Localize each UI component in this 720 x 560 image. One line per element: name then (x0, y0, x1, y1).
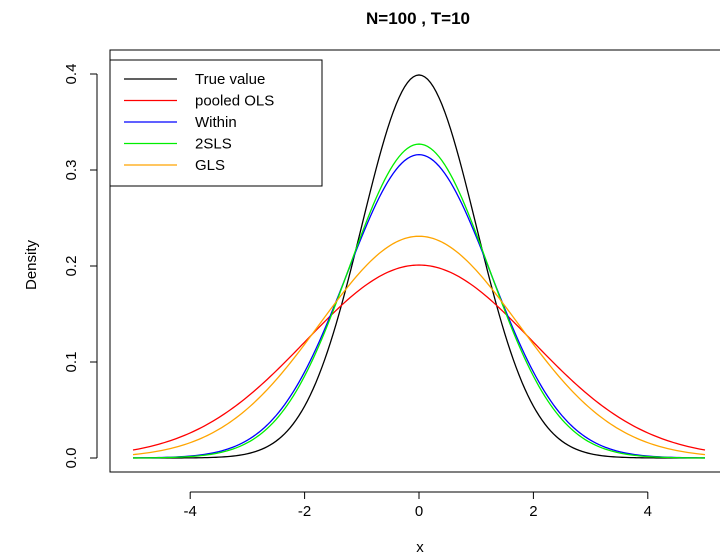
series-line-1 (132, 264, 706, 451)
series-line-0 (133, 74, 705, 459)
series-line-3 (132, 143, 706, 459)
y-tick-label-2: 0.2 (63, 256, 80, 277)
x-axis-label: x (416, 539, 424, 556)
y-tick-label-4: 0.4 (63, 64, 80, 85)
legend-label-1: pooled OLS (195, 93, 274, 110)
x-tick-label-0: -4 (184, 503, 197, 520)
plot-frame (109, 49, 720, 473)
x-tick-label-4: 4 (644, 503, 652, 520)
series-lines (132, 74, 706, 459)
y-tick-label-1: 0.1 (63, 352, 80, 373)
y-axis: 0.0 0.1 0.2 0.3 0.4 (63, 64, 98, 469)
y-axis-label: Density (23, 239, 40, 290)
x-axis: -4 -2 0 2 4 (184, 491, 652, 520)
x-tick-label-2: 0 (415, 503, 423, 520)
y-tick-label-3: 0.3 (63, 160, 80, 181)
chart-title: N=100 , T=10 (366, 9, 470, 28)
legend-label-0: True value (195, 71, 265, 88)
x-tick-label-1: -2 (298, 503, 311, 520)
series-line-4 (132, 235, 706, 456)
series-line-2 (132, 153, 706, 459)
y-tick-label-0: 0.0 (63, 448, 80, 469)
legend-label-2: Within (195, 114, 237, 131)
x-tick-label-3: 2 (529, 503, 537, 520)
legend-label-3: 2SLS (195, 136, 232, 153)
legend: True value pooled OLS Within 2SLS GLS (109, 59, 323, 187)
legend-label-4: GLS (195, 157, 225, 174)
